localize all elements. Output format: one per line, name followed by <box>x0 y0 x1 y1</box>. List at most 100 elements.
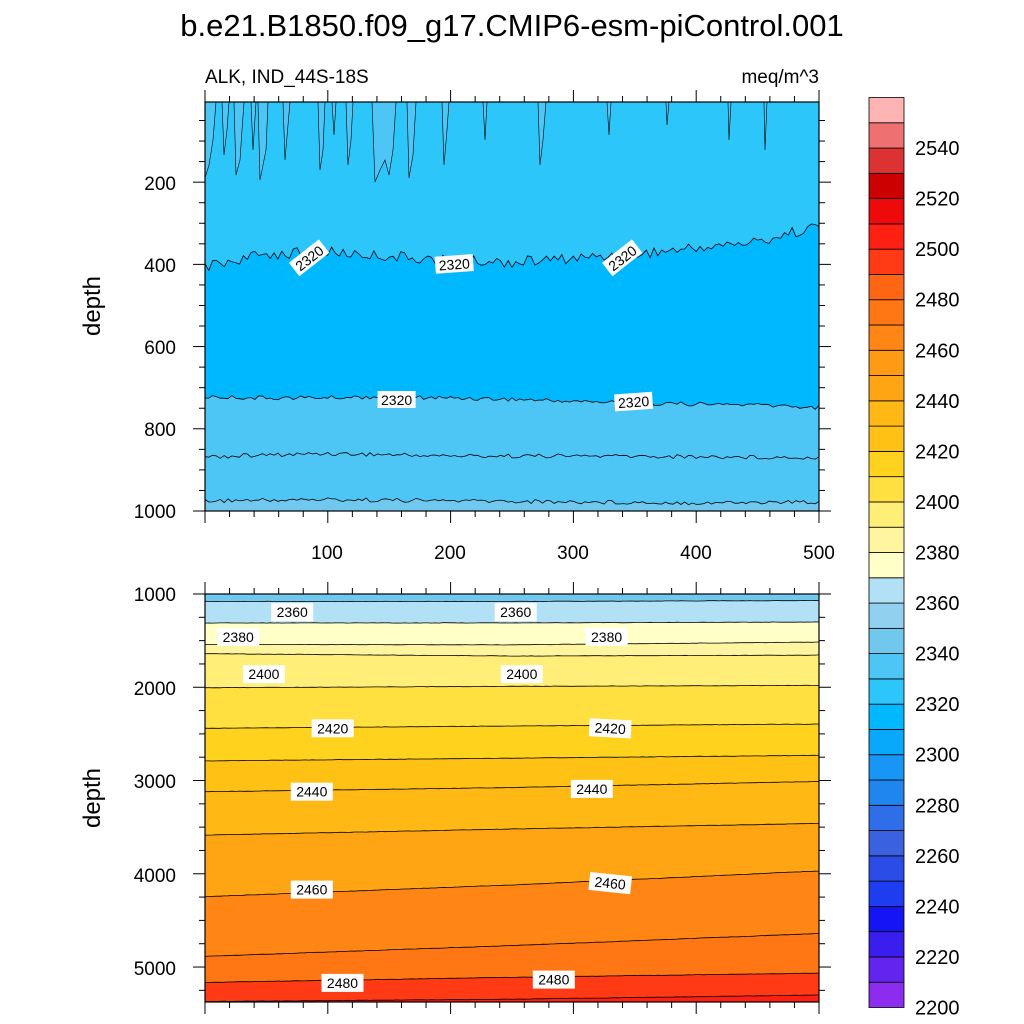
lower-fill-band <box>205 755 819 792</box>
colorbar-swatch <box>868 248 905 275</box>
colorbar-tick-label: 2260 <box>915 846 960 868</box>
contour-label: 2400 <box>242 665 285 684</box>
contour-label: 2460 <box>290 880 333 899</box>
colorbar-tick-label: 2200 <box>915 998 960 1020</box>
lower-fill-band <box>205 823 819 897</box>
colorbar-swatch <box>868 552 905 579</box>
contour-label-box <box>290 782 333 801</box>
contour-line-2380 <box>205 653 819 657</box>
colorbar-tick-label: 2420 <box>915 441 960 463</box>
colorbar-tick-label: 2500 <box>915 239 960 261</box>
colorbar-swatch <box>868 450 905 478</box>
contour-label: 2420 <box>588 718 632 739</box>
contour-line-2360 <box>205 621 819 624</box>
lower-contour-lines <box>205 599 819 1002</box>
colorbar-swatch <box>868 198 905 225</box>
upper-fill-deep <box>205 394 819 460</box>
upper-ticks <box>193 90 831 523</box>
upper-ytick-label: 800 <box>144 420 176 441</box>
contour-label: 2320 <box>377 391 416 408</box>
colorbar-tick-label: 2520 <box>915 189 960 211</box>
contour-line-2460 <box>205 972 819 983</box>
colorbar-swatch <box>868 349 905 376</box>
colorbar-swatch <box>868 501 905 528</box>
colorbar-swatch <box>868 956 905 983</box>
colorbar-swatch <box>868 905 905 933</box>
lower-ticks <box>193 582 831 1014</box>
colorbar-swatch <box>868 602 905 629</box>
contour-label: 2480 <box>532 970 575 989</box>
lower-fill-band <box>205 685 819 729</box>
colorbar-tick-label: 2240 <box>915 896 960 918</box>
contour-label: 2360 <box>271 603 314 622</box>
colorbar-swatch <box>868 375 905 402</box>
contour-label: 2440 <box>570 779 613 798</box>
contour-label: 2380 <box>585 627 628 646</box>
contour-label-text: 2400 <box>248 666 279 682</box>
colorbar-tick-label: 2400 <box>915 492 960 514</box>
lower-ytick-label: 1000 <box>134 585 176 606</box>
contour-label: 2480 <box>321 973 364 992</box>
contour-label-box <box>494 603 537 622</box>
colorbar-swatch <box>868 880 905 907</box>
contour-label-box <box>271 603 314 622</box>
colorbar-swatch <box>868 324 905 351</box>
contour-label: 2380 <box>217 627 260 646</box>
contour-label-box <box>217 627 260 646</box>
colorbar-tick-label: 2360 <box>915 593 960 615</box>
contour-label-text: 2380 <box>591 629 622 645</box>
colorbar-tick-label: 2280 <box>915 795 960 817</box>
lower-fill-band <box>205 642 819 657</box>
colorbar-swatch <box>868 678 905 705</box>
contour-label-box <box>532 970 575 989</box>
colorbar-swatch <box>868 122 905 149</box>
colorbar-swatch <box>868 97 905 124</box>
contour-label-box <box>311 719 354 738</box>
contour-label-box <box>601 239 643 277</box>
contour-label: 2460 <box>588 871 633 895</box>
colorbar-swatch <box>868 223 905 250</box>
upper-fill-core <box>205 224 819 410</box>
contour-label-box <box>614 391 654 412</box>
colorbar-swatch <box>868 779 905 806</box>
contour-label-box <box>288 239 330 277</box>
contour-label-box <box>434 254 474 274</box>
contour-label-box <box>585 627 628 646</box>
units-label: meq/m^3 <box>741 67 819 88</box>
colorbar-tick-label: 2460 <box>915 340 960 362</box>
colorbar-tick-label: 2380 <box>915 543 960 565</box>
upper-xtick-label: 200 <box>434 543 466 564</box>
lower-fill-band <box>205 723 819 761</box>
colorbar-tick-label: 2540 <box>915 138 960 160</box>
contour-label-text: 2320 <box>381 392 412 408</box>
contour-label-text: 2320 <box>618 393 650 411</box>
colorbar-tick-label: 2300 <box>915 745 960 767</box>
contour-label-box <box>242 665 285 684</box>
lower-fill-band <box>205 933 819 983</box>
figure-title: b.e21.B1850.f09_g17.CMIP6-esm-piControl.… <box>180 8 843 43</box>
lower-fill-band <box>205 621 819 645</box>
colorbar-tick-label: 2340 <box>915 644 960 666</box>
upper-fill-bottom <box>205 497 819 511</box>
contour-label-box <box>588 718 632 739</box>
colorbar-swatch <box>868 526 905 553</box>
contour-label-text: 2440 <box>296 784 327 800</box>
contour-label: 2320 <box>614 391 654 412</box>
variable-label: ALK, IND_44S-18S <box>205 67 369 88</box>
contour-label-text: 2480 <box>327 975 358 991</box>
contour-label-text: 2480 <box>538 972 569 988</box>
colorbar-swatch <box>868 729 905 756</box>
contour-label-text: 2360 <box>500 604 531 620</box>
colorbar-swatch <box>868 299 905 326</box>
contour-label-text: 2440 <box>576 781 607 797</box>
contour-label: 2360 <box>494 603 537 622</box>
contour-line-2390 <box>205 684 819 689</box>
contour-line-2470 <box>205 994 819 1002</box>
upper-xtick-label: 300 <box>557 543 589 564</box>
colorbar-swatch <box>868 830 905 857</box>
colorbar-tick-label: 2320 <box>915 694 960 716</box>
contour-label-text: 2400 <box>506 666 537 682</box>
contour-line-2350 <box>205 599 819 603</box>
contour-label-box <box>588 871 633 895</box>
